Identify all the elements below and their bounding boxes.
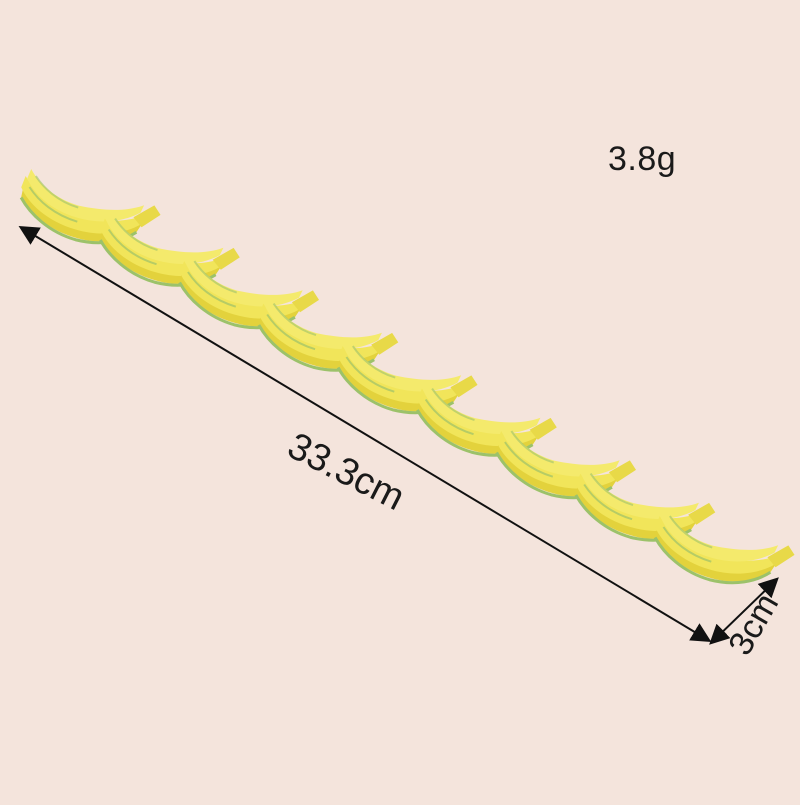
width-arrow [709,577,779,645]
length-arrow [18,225,712,643]
banana-trim [11,166,800,598]
weight-label: 3.8g [608,140,677,178]
banana-bunch-icon [645,506,800,598]
